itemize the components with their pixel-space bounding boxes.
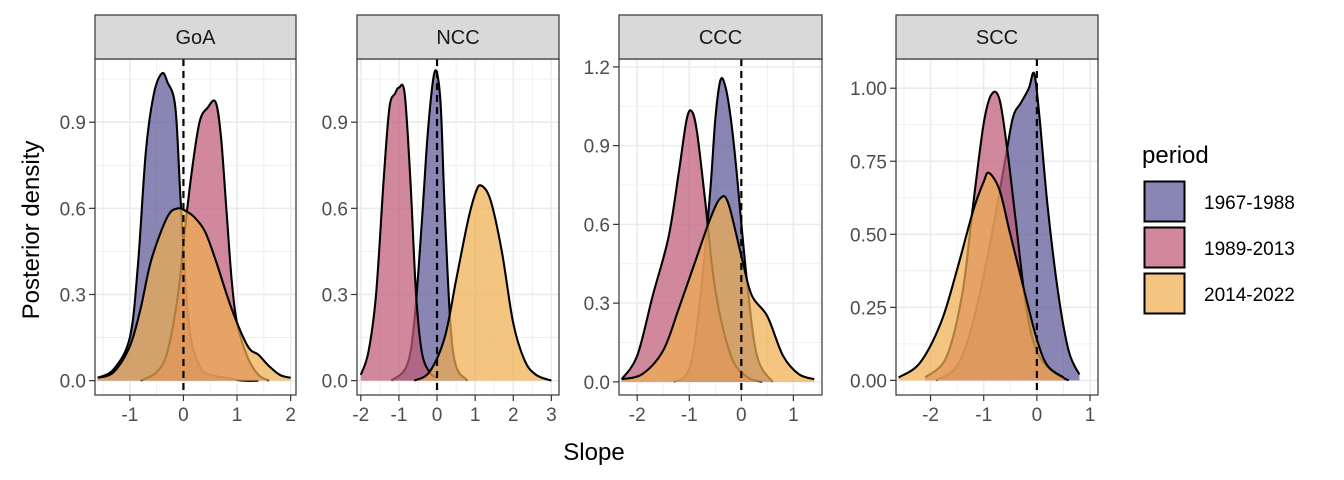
y-tick-label: 0.9 [584, 137, 610, 158]
density-areas [898, 71, 1081, 382]
x-tick-label: -2 [629, 405, 646, 426]
density-line-2014-2022 [413, 184, 552, 382]
strip-background [94, 14, 297, 60]
panel-ncc: NCC -2 -1 0 1 2 3 0.0 0.3 0.6 0.9 [322, 14, 560, 426]
legend-label: 2014-2022 [1204, 285, 1295, 306]
y-tick-label: 1.2 [584, 58, 610, 79]
legend-item: 2014-2022 [1143, 272, 1295, 315]
legend-label: 1989-2013 [1204, 239, 1295, 260]
density-line-1989-2013 [359, 83, 438, 379]
x-tick-label: 1 [1085, 405, 1096, 426]
y-tick-label: 1.00 [850, 79, 887, 100]
density-area-1989-2013 [621, 110, 763, 382]
legend-swatch [1143, 272, 1186, 315]
x-tick-label: 3 [546, 405, 557, 426]
y-tick-label: 0.3 [584, 294, 610, 315]
y-tick-label: 0.6 [322, 199, 348, 220]
density-line-2014-2022 [621, 195, 815, 381]
panel-ccc: CCC -2 -1 0 1 0.0 0.3 0.6 0.9 1.2 [584, 14, 823, 426]
x-tick-label: -2 [922, 405, 939, 426]
density-areas [620, 77, 815, 383]
chart-panels: GoA -1 0 1 2 0.0 0.3 0.6 0.9 NCC -2 -1 0 1 2 3 0.0 0.3 0.6… [60, 14, 1099, 426]
y-tick-label: 0.00 [850, 371, 887, 392]
x-tick-label: -1 [121, 405, 138, 426]
density-line-2014-2022 [97, 207, 291, 379]
legend-items: 1967-1988 1989-2013 2014-2022 [1143, 180, 1295, 315]
panel-scc: SCC -2 -1 0 1 0.00 0.25 0.50 0.75 1.00 [850, 14, 1099, 426]
y-tick-label: 0.9 [322, 113, 348, 134]
density-area-2014-2022 [414, 185, 552, 381]
y-tick-label: 0.3 [322, 285, 348, 306]
y-tick-label: 0.0 [60, 372, 86, 393]
x-tick-label: 1 [788, 405, 799, 426]
x-tick-label: -1 [390, 405, 407, 426]
strip-label-ccc: CCC [699, 27, 742, 49]
x-axis-title: Slope [563, 439, 624, 466]
legend-title: period [1142, 142, 1209, 169]
y-axis-title: Posterior density [18, 141, 45, 320]
legend-swatch [1143, 226, 1186, 269]
x-tick-label: 1 [470, 405, 481, 426]
legend-swatch [1143, 180, 1186, 223]
x-tick-label: 1 [232, 405, 243, 426]
x-tick-label: 0 [432, 405, 443, 426]
y-tick-label: 0.0 [322, 372, 348, 393]
strip-label-goa: GoA [175, 27, 216, 49]
density-area-2014-2022 [898, 172, 1064, 381]
x-tick-label: -1 [975, 405, 992, 426]
y-tick-label: 0.6 [584, 215, 610, 236]
density-areas [97, 71, 291, 382]
legend-item: 1989-2013 [1143, 226, 1295, 269]
legend-item: 1967-1988 [1143, 180, 1295, 223]
x-tick-label: -1 [681, 405, 698, 426]
x-tick-label: 0 [1032, 405, 1043, 426]
y-tick-label: 0.9 [60, 113, 86, 134]
x-tick-label: 0 [178, 405, 189, 426]
strip-background [618, 14, 823, 60]
strip-label-scc: SCC [976, 27, 1018, 49]
density-areas [359, 69, 552, 382]
y-tick-label: 0.75 [850, 152, 887, 173]
x-tick-label: -2 [352, 405, 369, 426]
y-tick-label: 0.25 [850, 298, 887, 319]
legend: period 1967-1988 1989-2013 2014-2022 [1142, 142, 1295, 315]
legend-label: 1967-1988 [1204, 193, 1295, 214]
y-tick-label: 0.3 [60, 285, 86, 306]
strip-background [895, 14, 1099, 60]
strip-label-ncc: NCC [436, 27, 479, 49]
panel-goa: GoA -1 0 1 2 0.0 0.3 0.6 0.9 [60, 14, 297, 426]
y-tick-label: 0.6 [60, 199, 86, 220]
x-tick-label: 2 [508, 405, 519, 426]
x-tick-label: 0 [736, 405, 747, 426]
y-tick-label: 0.0 [584, 373, 610, 394]
y-tick-label: 0.50 [850, 225, 887, 246]
density-area-1989-2013 [360, 84, 438, 381]
strip-background [356, 14, 560, 60]
x-tick-label: 2 [285, 405, 296, 426]
